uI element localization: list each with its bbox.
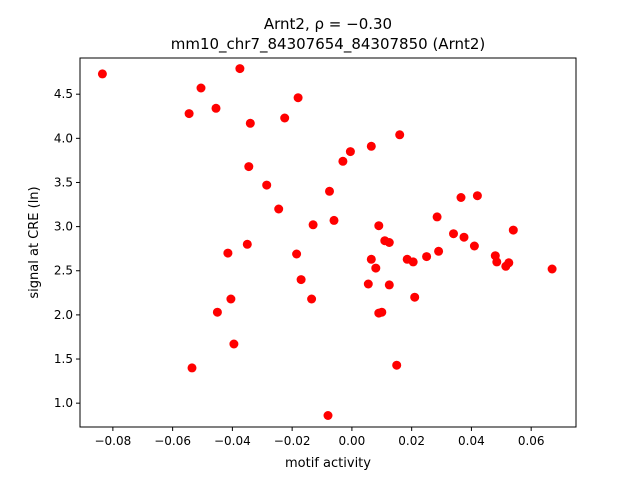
data-point [395,130,405,140]
y-tick-label: 4.0 [54,131,73,145]
data-point [323,411,333,420]
data-point [245,118,255,128]
data-point [329,215,339,225]
data-point [223,248,233,258]
data-point [97,69,107,79]
data-point [366,141,376,151]
data-point [338,156,348,166]
data-point [229,339,239,349]
y-tick-label: 1.5 [54,352,73,366]
x-tick-label: −0.04 [214,434,251,448]
data-point [242,239,252,249]
data-point [492,257,502,267]
data-point [211,103,221,113]
data-point [293,93,303,103]
y-axis-label: signal at CRE (ln) [27,186,42,298]
x-tick-label: −0.02 [274,434,311,448]
data-point [449,229,458,239]
x-tick-label: −0.06 [154,434,191,448]
y-tick-label: 4.5 [54,87,73,101]
data-point [459,232,469,242]
plot-frame [79,57,577,428]
chart-title-line1: Arnt2, ρ = −0.30 [264,15,392,33]
y-tick-label: 2.5 [54,264,73,278]
data-point [307,294,317,304]
data-point [292,249,302,259]
x-axis-label: motif activity [285,456,371,471]
data-point [374,221,384,231]
data-point [501,261,511,271]
data-point [244,162,254,172]
data-point [196,83,206,93]
data-point [384,280,394,290]
data-point [187,363,197,373]
data-point [408,257,418,267]
data-point [469,241,479,251]
data-point [212,307,222,317]
data-point [325,186,334,196]
data-point [280,113,290,123]
data-point [377,307,387,317]
data-point [371,263,381,273]
data-point [392,360,402,370]
x-tick-label: 0.06 [518,434,545,448]
y-tick-label: 1.0 [54,396,73,410]
data-point [345,147,355,157]
data-point [296,275,306,285]
data-point [472,191,482,201]
data-point [432,212,442,222]
data-point [410,292,420,302]
chart-title-line2: mm10_chr7_84307654_84307850 (Arnt2) [171,35,486,54]
data-point [508,225,518,235]
data-point [235,64,245,74]
y-tick-label: 2.0 [54,308,73,322]
data-point [434,246,444,256]
data-point [366,254,376,264]
x-tick-label: 0.00 [339,434,366,448]
x-tick-label: 0.02 [398,434,425,448]
x-axis-ticks: −0.08 −0.06 −0.04 −0.02 0.00 0.02 0.04 0.06 [94,427,545,448]
data-point [274,204,284,214]
data-point [363,279,373,289]
x-tick-label: 0.04 [458,434,485,448]
data-point [384,238,394,247]
points-layer [97,64,557,420]
data-point [226,294,236,304]
data-point [308,220,318,230]
data-point [262,180,272,190]
y-axis-ticks: 1.0 1.5 2.0 2.5 3.0 3.5 4.0 4.5 [54,87,80,410]
data-point [456,193,466,202]
data-point [547,264,557,274]
y-tick-label: 3.5 [54,175,73,189]
y-tick-label: 3.0 [54,220,73,234]
data-point [422,252,432,262]
x-tick-label: −0.08 [94,434,131,448]
data-point [184,109,194,119]
